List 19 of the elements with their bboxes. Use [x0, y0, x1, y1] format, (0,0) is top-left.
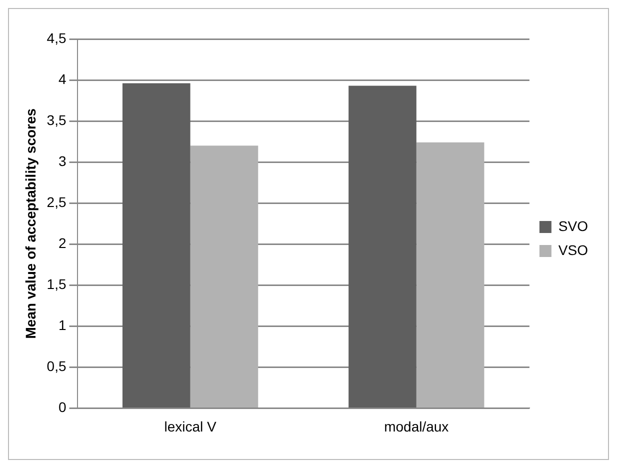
y-tick-label: 2 — [58, 234, 66, 251]
y-tick-label: 1 — [58, 317, 66, 334]
y-tick-label: 4 — [58, 70, 66, 87]
bar — [122, 83, 190, 408]
legend-label: SVO — [558, 218, 588, 234]
legend-label: VSO — [558, 242, 588, 258]
y-tick-label: 2,5 — [46, 194, 66, 210]
y-axis-title: Mean value of acceptability scores — [22, 108, 38, 339]
y-tick-label: 0 — [58, 399, 66, 416]
y-tick-label: 3 — [58, 152, 66, 169]
x-tick-label: modal/aux — [384, 418, 449, 434]
bar — [416, 142, 484, 408]
y-tick-label: 0,5 — [46, 358, 66, 374]
bar — [348, 86, 416, 408]
x-tick-label: lexical V — [164, 418, 218, 434]
y-tick-label: 3,5 — [46, 112, 66, 128]
bar — [190, 146, 258, 408]
y-tick-label: 1,5 — [46, 276, 66, 292]
y-tick-label: 4,5 — [46, 30, 66, 46]
